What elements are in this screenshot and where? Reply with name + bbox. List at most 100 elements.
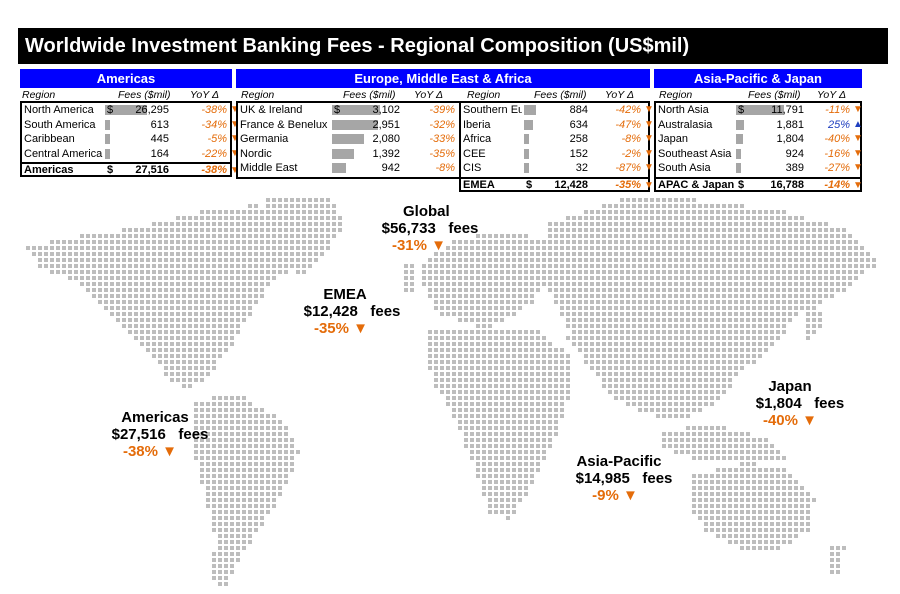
row-yoy: -5% — [207, 133, 227, 145]
row-region: Caribbean — [24, 133, 75, 145]
total-fees: 27,516 — [135, 164, 169, 176]
total-label: EMEA — [463, 179, 495, 191]
americas-label-change-line: -38% ▼ — [98, 443, 222, 460]
table-row: South Asia 389 -27% ▼ — [656, 161, 863, 176]
yoy-column-header: YoY Δ — [605, 89, 635, 101]
global-label-unit: fees — [448, 220, 479, 237]
row-fee-bar — [332, 105, 380, 115]
row-fee-bar — [332, 134, 364, 144]
americas-column-headers: Region Fees ($mil) YoY Δ — [20, 88, 232, 101]
row-fees: 2,951 — [372, 118, 400, 131]
row-region: Iberia — [463, 118, 491, 131]
asia-pacific-label-amount-line: $14,985 fees — [562, 470, 686, 487]
apac-panel-header: Asia-Pacific & Japan — [654, 69, 862, 88]
emea-label: EMEA $12,428 fees -35% ▼ — [292, 286, 412, 337]
americas-label-change: -38% — [122, 443, 158, 460]
down-triangle-icon: ▼ — [431, 237, 447, 254]
japan-label-amount: $1,804 — [755, 395, 802, 412]
total-label: APAC & Japan — [658, 179, 735, 191]
americas-label-amount-line: $27,516 fees — [98, 426, 222, 443]
row-fees: 152 — [569, 147, 588, 160]
total-label: Americas — [24, 164, 74, 176]
yoy-column-header: YoY Δ — [414, 89, 444, 101]
table-row: South America 613 -34% ▼ — [22, 118, 240, 133]
emea-left-table: UK & Ireland$3,102-39%▼France & Benelux2… — [236, 101, 468, 179]
row-fee-bar — [524, 105, 536, 115]
global-label-change: -31% — [391, 237, 427, 254]
row-yoy: -22% — [201, 147, 227, 160]
row-fee-bar — [524, 148, 529, 159]
row-region: Nordic — [240, 147, 272, 160]
row-region: Germania — [240, 133, 289, 145]
total-yoy: -35% — [615, 179, 641, 191]
global-label-amount: $56,733 — [381, 220, 436, 237]
fees-column-header: Fees ($mil) — [343, 89, 396, 101]
emea-label-name: EMEA — [323, 286, 367, 303]
fees-column-header: Fees ($mil) — [118, 89, 171, 101]
table-row: Southern Eu 884 -42% ▼ — [461, 103, 654, 118]
emea-label-unit: fees — [370, 303, 401, 320]
row-fees: 32 — [575, 162, 588, 174]
total-yoy: -14% — [824, 179, 850, 191]
region-column-header: Region — [241, 89, 275, 101]
japan-label-change-line: -40% ▼ — [740, 412, 860, 429]
row-yoy: -27% — [824, 162, 850, 174]
row-region: CEE — [463, 147, 486, 160]
table-row: CEE 152 -2% ▼ — [461, 147, 654, 162]
row-fee-bar — [105, 105, 147, 115]
table-row: Africa 258 -8% ▼ — [461, 132, 654, 147]
total-dollar-sign: $ — [738, 179, 745, 191]
row-dollar-sign: $ — [334, 104, 341, 116]
row-region: Southeast Asia — [658, 147, 732, 160]
row-fees: 389 — [785, 162, 804, 174]
down-triangle-icon: ▼ — [230, 118, 240, 130]
table-row: Iberia 634 -47% ▼ — [461, 118, 654, 133]
row-fee-bar — [524, 163, 529, 173]
region-column-header: Region — [467, 89, 501, 101]
global-label-name: Global — [403, 203, 450, 220]
row-region: Southern Eu — [463, 104, 522, 116]
region-column-header: Region — [22, 89, 56, 101]
americas-table: North America $26,295 -38% ▼ South America 61… — [20, 101, 240, 164]
fees-column-header: Fees ($mil) — [534, 89, 587, 101]
down-triangle-icon: ▼ — [853, 162, 863, 173]
down-triangle-icon: ▼ — [644, 147, 654, 159]
down-triangle-icon: ▼ — [623, 487, 638, 504]
row-fee-bar — [332, 119, 378, 130]
asia-pacific-label-name: Asia-Pacific — [576, 453, 662, 470]
japan-label-change: -40% — [762, 412, 798, 429]
region-column-header: Region — [659, 89, 693, 101]
down-triangle-icon: ▼ — [162, 443, 178, 460]
total-fees: 12,428 — [554, 179, 588, 191]
down-triangle-icon: ▼ — [644, 180, 654, 191]
emea-panel: Europe, Middle East & Africa Region Fees… — [236, 69, 654, 192]
total-dollar-sign: $ — [526, 179, 533, 191]
row-region: CIS — [463, 162, 482, 174]
row-fees: 2,080 — [372, 133, 400, 145]
down-triangle-icon: ▼ — [853, 133, 863, 144]
row-yoy: -38% — [201, 104, 227, 116]
row-fee-bar — [736, 105, 784, 115]
down-triangle-icon: ▼ — [353, 320, 369, 337]
down-triangle-icon: ▼ — [853, 104, 863, 115]
americas-panel: Americas Region Fees ($mil) YoY Δ North … — [20, 69, 240, 177]
americas-label-amount: $27,516 — [111, 426, 166, 443]
table-row: North Asia $11,791 -11% ▼ — [656, 103, 863, 118]
row-fee-bar — [524, 134, 529, 144]
row-region: Middle East — [240, 162, 298, 174]
row-region: South Asia — [658, 162, 711, 174]
row-region: Japan — [658, 133, 688, 145]
row-fees: 26,295 — [135, 104, 169, 116]
down-triangle-icon: ▼ — [644, 118, 654, 130]
fees-column-header: Fees ($mil) — [748, 89, 801, 101]
row-dollar-sign: $ — [107, 104, 114, 116]
row-fees: 942 — [381, 162, 400, 174]
americas-panel-header: Americas — [20, 69, 232, 88]
row-yoy: -8% — [621, 133, 641, 145]
row-yoy: -87% — [615, 162, 641, 174]
row-yoy: -47% — [615, 118, 641, 131]
